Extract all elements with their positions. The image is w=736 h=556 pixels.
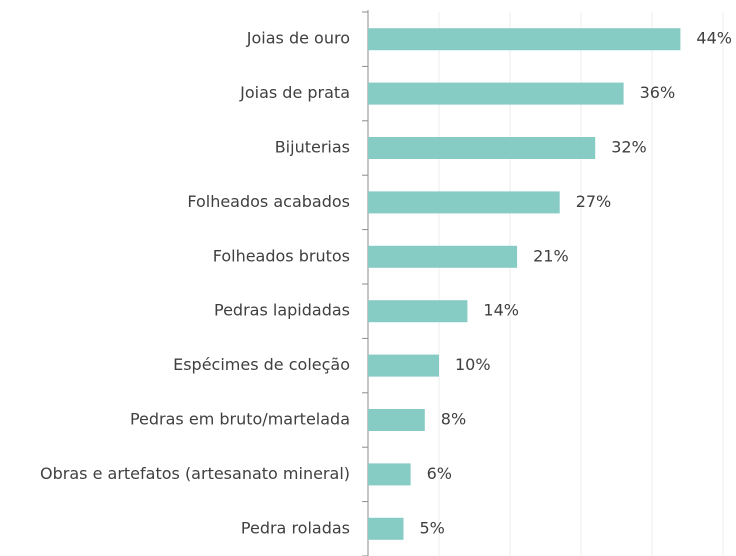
- bar: [368, 300, 468, 323]
- value-label: 10%: [455, 355, 491, 374]
- bar: [368, 517, 404, 540]
- bar: [368, 354, 439, 377]
- bar: [368, 409, 425, 431]
- value-label: 27%: [576, 192, 612, 211]
- value-label: 5%: [420, 518, 445, 537]
- category-label: Bijuterias: [275, 138, 350, 157]
- value-label: 14%: [483, 301, 519, 320]
- category-label: Folheados brutos: [213, 246, 350, 265]
- category-label: Folheados acabados: [187, 192, 350, 211]
- value-label: 32%: [611, 138, 647, 157]
- value-label: 6%: [427, 464, 452, 483]
- bar: [368, 191, 560, 214]
- value-label: 44%: [696, 29, 732, 48]
- bar: [368, 137, 596, 159]
- value-label: 8%: [441, 410, 466, 429]
- bar: [368, 463, 411, 486]
- category-label: Pedras lapidadas: [214, 301, 350, 320]
- bar: [368, 245, 518, 268]
- category-label: Espécimes de coleção: [173, 355, 350, 374]
- value-label: 36%: [640, 83, 676, 102]
- category-label: Obras e artefatos (artesanato mineral): [40, 464, 350, 483]
- category-label: Pedras em bruto/martelada: [130, 410, 350, 429]
- category-label: Pedra roladas: [241, 518, 350, 537]
- category-label: Joias de ouro: [246, 29, 350, 48]
- bar: [368, 28, 681, 51]
- category-label: Joias de prata: [239, 83, 350, 102]
- bar: [368, 82, 624, 105]
- value-label: 21%: [533, 246, 569, 265]
